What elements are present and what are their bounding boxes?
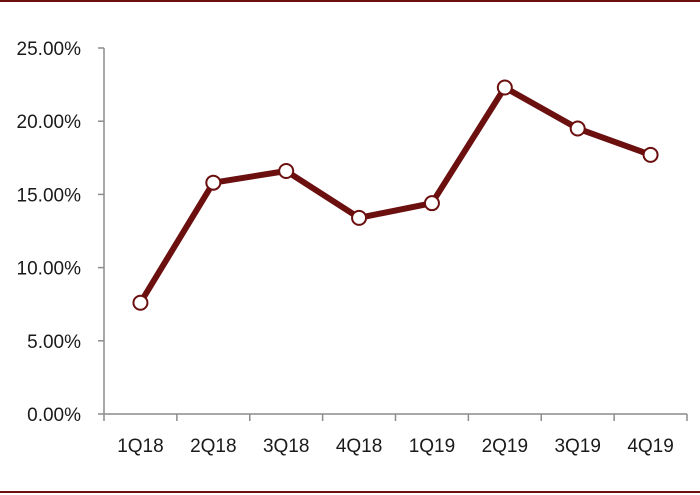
y-tick-label: 20.00% <box>17 112 82 133</box>
y-tick-label: 25.00% <box>17 39 82 60</box>
y-axis-ticks: 0.00% 5.00% 10.00% 15.00% 20.00% 25.00% <box>17 39 104 426</box>
x-axis-ticks: 1Q18 2Q18 3Q18 4Q18 1Q19 2Q19 3Q19 4Q19 <box>103 414 688 457</box>
y-tick-label: 15.00% <box>17 185 82 206</box>
data-point-1q19 <box>423 195 440 212</box>
axes <box>103 48 687 415</box>
x-tick-label: 1Q18 <box>117 436 163 457</box>
x-tick-label: 1Q19 <box>409 436 455 457</box>
x-tick-label: 2Q18 <box>190 436 236 457</box>
data-point-2q19 <box>496 79 513 96</box>
series-line <box>137 84 654 306</box>
x-tick-label: 4Q19 <box>627 436 673 457</box>
x-tick-label: 3Q19 <box>554 436 600 457</box>
y-tick-label: 10.00% <box>17 259 82 280</box>
data-point-2q18 <box>205 174 222 191</box>
data-point-4q19 <box>642 146 659 163</box>
data-point-3q19 <box>569 120 586 137</box>
x-tick-label: 2Q19 <box>482 436 528 457</box>
x-tick-label: 3Q18 <box>263 436 309 457</box>
series-layer <box>132 79 659 311</box>
x-tick-label: 4Q18 <box>336 436 382 457</box>
data-point-4q18 <box>351 209 368 226</box>
y-tick-label: 5.00% <box>27 332 81 353</box>
data-point-3q18 <box>278 162 295 179</box>
y-tick-label: 0.00% <box>27 405 81 426</box>
data-point-1q18 <box>132 294 149 311</box>
